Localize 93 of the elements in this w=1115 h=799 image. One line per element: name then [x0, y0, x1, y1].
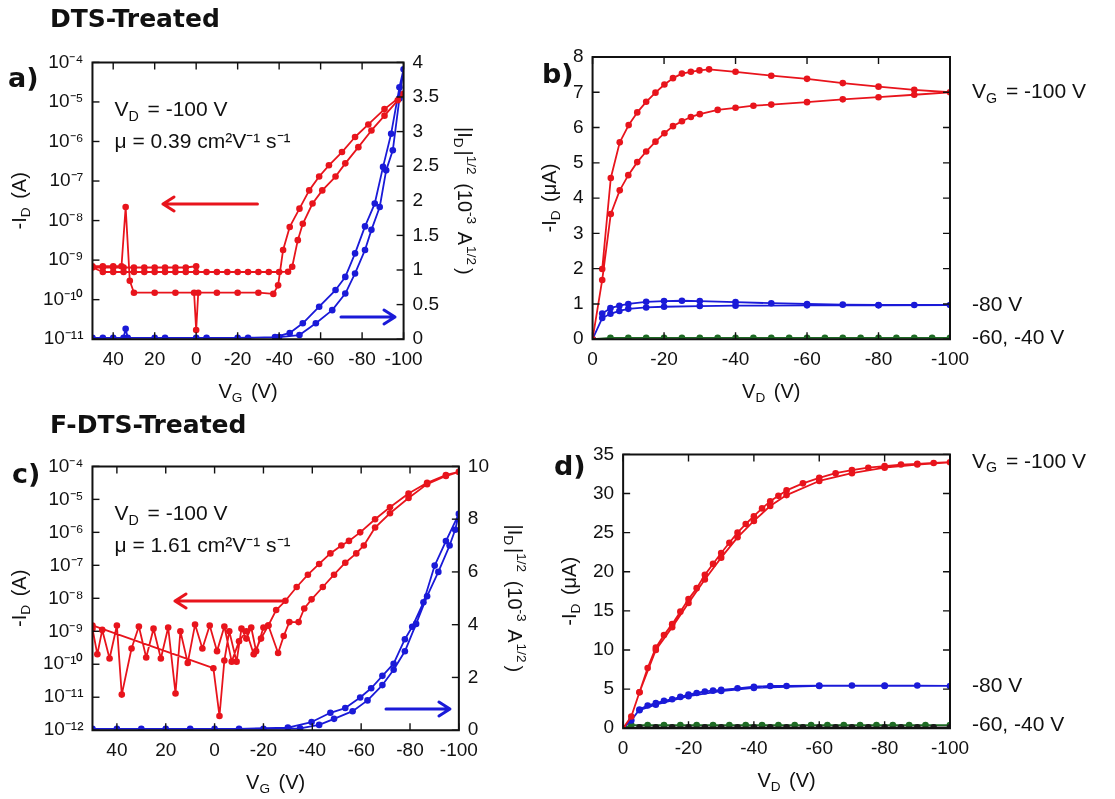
y-tick-label: 10⁻⁵ — [48, 487, 84, 509]
y2-tick-label: 2 — [412, 189, 424, 211]
chart-title: c) — [12, 458, 41, 489]
x-tick-label: -20 — [223, 347, 252, 369]
y-axis-title: -ID (A) — [7, 569, 33, 627]
y-tick-label: 10⁻⁸ — [48, 208, 84, 230]
y-tick-label: 15 — [592, 599, 615, 621]
x-tick-label: -40 — [740, 736, 768, 758]
x-tick-label: -40 — [721, 347, 750, 369]
y-tick-label: 10⁻¹¹ — [43, 685, 84, 707]
y-tick-label: 10⁻⁴ — [48, 454, 84, 476]
y-tick-label: 5 — [603, 677, 615, 699]
x-tick-label: -80 — [348, 347, 376, 369]
y2-tick-label: 10 — [467, 454, 490, 476]
chart-subtitle: DTS-Treated — [50, 4, 220, 33]
y2-tick-label: 0.5 — [412, 292, 440, 314]
y-tick-label: 0 — [572, 327, 584, 349]
y-tick-label: 10⁻⁸ — [48, 586, 84, 608]
y2-tick-label: 4 — [467, 612, 479, 634]
y2-tick-label: 8 — [467, 507, 479, 529]
x-tick-label: 20 — [155, 738, 177, 760]
y2-tick-label: 0 — [412, 327, 424, 349]
x-tick-label: -20 — [674, 736, 703, 758]
y2-tick-label: 3 — [412, 119, 424, 141]
y-tick-label: 3 — [572, 221, 584, 243]
x-tick-label: -60 — [805, 736, 833, 758]
x-tick-label: -80 — [864, 347, 893, 369]
y-tick-label: 2 — [572, 256, 584, 278]
y-tick-label: 6 — [572, 115, 584, 137]
y-axis-title: -ID (A) — [7, 172, 33, 230]
chart-title: d) — [554, 450, 586, 481]
annotation: μ = 1.61 cm²V⁻¹ s⁻¹ — [114, 533, 291, 557]
x-tick-label: -60 — [306, 347, 335, 369]
y2-tick-label: 1.5 — [412, 223, 440, 245]
y2-tick-label: 1 — [412, 258, 424, 280]
annotation: μ = 0.39 cm²V⁻¹ s⁻¹ — [114, 129, 291, 153]
x-tick-label: -40 — [298, 738, 327, 760]
chart-subtitle: F-DTS-Treated — [50, 410, 247, 439]
y-tick-label: 7 — [572, 80, 584, 102]
x-tick-label: -80 — [870, 736, 899, 758]
series-label: -60, -40 V — [972, 324, 1065, 348]
y2-tick-label: 0 — [467, 718, 479, 740]
chart-title: b) — [542, 58, 574, 89]
y-tick-label: 4 — [572, 186, 584, 208]
y2-tick-label: 2.5 — [412, 154, 440, 176]
y-tick-label: 30 — [592, 481, 615, 503]
y2-tick-label: 2 — [467, 665, 479, 687]
x-tick-label: 0 — [617, 736, 629, 758]
chart-title: a) — [8, 62, 39, 93]
series-label: -60, -40 V — [972, 711, 1065, 735]
x-tick-label: -60 — [793, 347, 821, 369]
y-tick-label: 10⁻¹⁰ — [42, 287, 84, 309]
y-tick-label: 10⁻⁶ — [48, 520, 84, 542]
x-tick-label: 0 — [209, 738, 220, 760]
y-tick-label: 10⁻¹¹ — [43, 327, 84, 349]
y-axis-title: -ID (μA) — [557, 556, 583, 626]
x-tick-label: -100 — [439, 738, 478, 760]
y-tick-label: 20 — [592, 559, 615, 581]
text: |ID|1/2 (10-3 A1/2) — [501, 524, 529, 673]
y-tick-label: 25 — [592, 520, 615, 542]
x-tick-label: -100 — [930, 347, 970, 369]
x-tick-label: 40 — [106, 738, 128, 760]
x-tick-label: -80 — [396, 738, 424, 760]
y2-tick-label: 6 — [467, 560, 479, 582]
y-tick-label: 10⁻⁵ — [48, 90, 84, 112]
y-tick-label: 5 — [572, 151, 584, 173]
x-tick-label: -100 — [384, 347, 423, 369]
y-tick-label: 10 — [592, 638, 615, 660]
y-tick-label: 10⁻⁹ — [48, 619, 84, 641]
x-tick-label: -60 — [347, 738, 375, 760]
x-tick-label: -20 — [249, 738, 278, 760]
y-tick-label: 8 — [572, 45, 584, 67]
x-tick-label: 40 — [102, 347, 124, 369]
y-tick-label: 35 — [592, 442, 615, 464]
y2-tick-label: 4 — [412, 50, 424, 72]
x-tick-label: 20 — [144, 347, 166, 369]
y-tick-label: 10⁻⁹ — [48, 248, 84, 270]
y-tick-label: 10⁻⁷ — [49, 553, 84, 575]
y-tick-label: 10⁻⁷ — [49, 169, 84, 191]
y-tick-label: 1 — [572, 292, 584, 314]
y2-tick-label: 3.5 — [412, 85, 440, 107]
series-label: -80 V — [972, 291, 1023, 315]
x-tick-label: 0 — [190, 347, 202, 369]
y-tick-label: 10⁻¹² — [43, 718, 84, 740]
y-tick-label: 10⁻¹⁰ — [42, 652, 84, 674]
x-tick-label: -40 — [265, 347, 293, 369]
y-tick-label: 0 — [603, 716, 615, 738]
y-axis-title: -ID (μA) — [537, 163, 563, 233]
x-tick-label: -20 — [650, 347, 678, 369]
y-tick-label: 10⁻⁶ — [48, 129, 84, 151]
series-label: -80 V — [972, 672, 1023, 696]
y-tick-label: 10⁻⁴ — [48, 50, 84, 72]
x-tick-label: -100 — [930, 736, 970, 758]
